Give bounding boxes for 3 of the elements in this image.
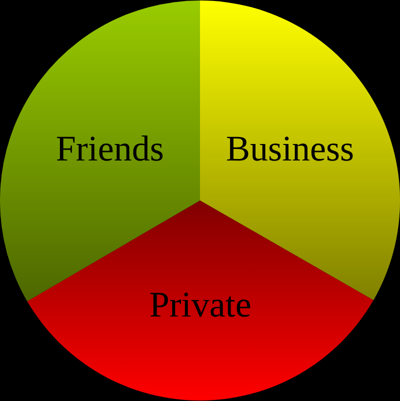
slice-label: Business — [226, 128, 354, 168]
slice-label: Private — [149, 284, 252, 324]
slice-label: Friends — [56, 128, 164, 169]
